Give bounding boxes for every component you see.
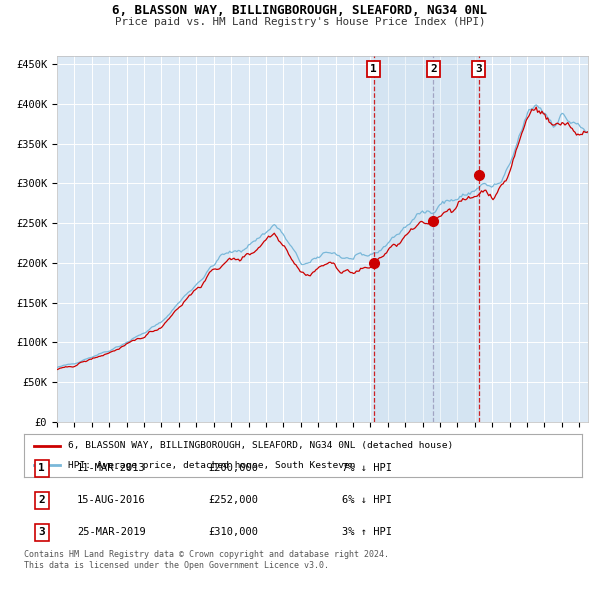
Text: £200,000: £200,000 — [208, 464, 258, 473]
Text: 3: 3 — [38, 527, 45, 537]
Text: £252,000: £252,000 — [208, 496, 258, 505]
Text: 2: 2 — [38, 496, 45, 505]
Text: 25-MAR-2019: 25-MAR-2019 — [77, 527, 146, 537]
Text: 6% ↓ HPI: 6% ↓ HPI — [342, 496, 392, 505]
Text: 6, BLASSON WAY, BILLINGBOROUGH, SLEAFORD, NG34 0NL: 6, BLASSON WAY, BILLINGBOROUGH, SLEAFORD… — [113, 4, 487, 17]
Text: 15-AUG-2016: 15-AUG-2016 — [77, 496, 146, 505]
Text: 3% ↑ HPI: 3% ↑ HPI — [342, 527, 392, 537]
Text: £310,000: £310,000 — [208, 527, 258, 537]
Text: 2: 2 — [430, 64, 437, 74]
Text: Price paid vs. HM Land Registry's House Price Index (HPI): Price paid vs. HM Land Registry's House … — [115, 17, 485, 27]
Text: 3: 3 — [475, 64, 482, 74]
Text: 7% ↓ HPI: 7% ↓ HPI — [342, 464, 392, 473]
Bar — [374, 56, 479, 422]
Text: 11-MAR-2013: 11-MAR-2013 — [77, 464, 146, 473]
Text: HPI: Average price, detached house, South Kesteven: HPI: Average price, detached house, Sout… — [68, 461, 355, 470]
Text: 6, BLASSON WAY, BILLINGBOROUGH, SLEAFORD, NG34 0NL (detached house): 6, BLASSON WAY, BILLINGBOROUGH, SLEAFORD… — [68, 441, 453, 450]
Text: 1: 1 — [38, 464, 45, 473]
Text: 1: 1 — [370, 64, 377, 74]
Text: Contains HM Land Registry data © Crown copyright and database right 2024.: Contains HM Land Registry data © Crown c… — [24, 550, 389, 559]
Text: This data is licensed under the Open Government Licence v3.0.: This data is licensed under the Open Gov… — [24, 560, 329, 569]
